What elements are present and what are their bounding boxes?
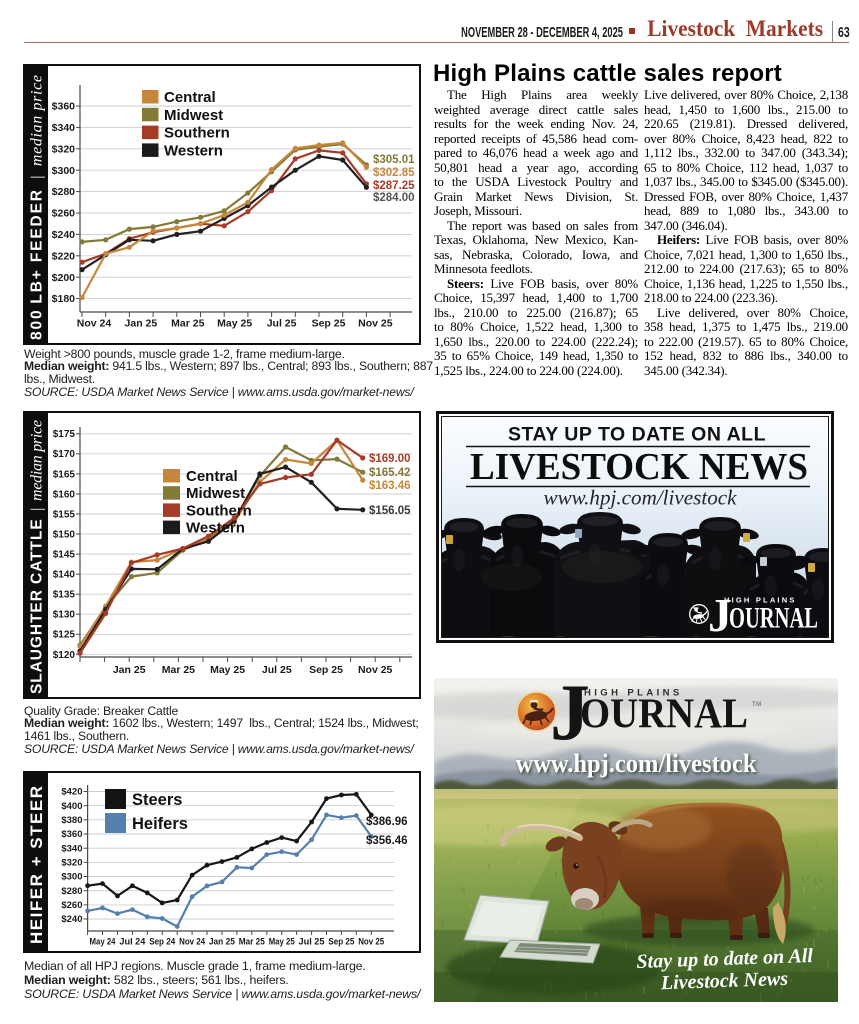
svg-text:$170: $170 [53,449,76,460]
svg-text:Sep 25: Sep 25 [312,318,346,330]
svg-text:TM: TM [752,702,762,708]
svg-text:$160: $160 [53,489,76,500]
svg-text:May 25: May 25 [269,937,296,948]
svg-text:$280: $280 [52,186,76,198]
svg-text:$287.25: $287.25 [373,180,415,192]
svg-text:$145: $145 [53,550,76,561]
svg-text:Western: Western [186,520,245,537]
svg-text:Jul 25: Jul 25 [299,937,326,948]
svg-text:HIGH PLAINS: HIGH PLAINS [584,688,683,699]
svg-text:Jul 25: Jul 25 [267,318,297,330]
svg-text:Steers: Steers [132,791,182,809]
svg-text:Jan 25: Jan 25 [125,318,158,330]
svg-text:$240: $240 [61,914,82,925]
svg-text:OURNAL: OURNAL [580,692,748,738]
svg-text:$165: $165 [53,469,76,480]
svg-text:$320: $320 [61,858,82,869]
svg-text:$165.42: $165.42 [369,467,411,479]
svg-text:$305.01: $305.01 [373,154,415,166]
svg-text:800 LB+ FEEDER | median pric: 800 LB+ FEEDER | median price [29,75,46,340]
svg-text:$386.96: $386.96 [366,816,408,828]
svg-text:OURNAL: OURNAL [729,602,818,635]
svg-text:May 24: May 24 [90,937,117,948]
svg-text:$200: $200 [52,272,76,284]
svg-text:Mar 25: Mar 25 [239,937,266,948]
svg-text:Nov 24: Nov 24 [179,937,206,948]
svg-text:$356.46: $356.46 [366,835,408,847]
svg-text:$340: $340 [52,122,76,134]
svg-text:Livestock News: Livestock News [660,968,789,994]
svg-text:Central: Central [186,468,238,485]
svg-text:HIGH PLAINS: HIGH PLAINS [724,596,797,605]
svg-text:$180: $180 [52,293,76,305]
svg-text:Mar 25: Mar 25 [162,664,195,676]
svg-text:J: J [708,590,732,639]
svg-text:Western: Western [164,142,223,159]
svg-text:STAY UP TO DATE ON ALL: STAY UP TO DATE ON ALL [508,424,766,446]
svg-text:Nov 25: Nov 25 [358,318,393,330]
svg-text:$155: $155 [53,509,76,520]
svg-text:Mar 25: Mar 25 [171,318,204,330]
svg-text:Southern: Southern [164,125,230,142]
svg-text:$220: $220 [52,250,76,262]
svg-text:$140: $140 [53,570,76,581]
svg-text:$320: $320 [52,143,76,155]
svg-text:$420: $420 [61,787,82,798]
svg-text:$163.46: $163.46 [369,480,411,492]
svg-text:LIVESTOCK NEWS: LIVESTOCK NEWS [470,446,808,488]
svg-text:May 25: May 25 [210,664,245,676]
svg-text:$300: $300 [61,872,82,883]
svg-text:$340: $340 [61,843,82,854]
svg-text:$260: $260 [52,208,76,220]
svg-text:Jul 25: Jul 25 [262,664,292,676]
svg-text:$125: $125 [53,630,76,641]
svg-text:$175: $175 [53,429,76,440]
svg-text:$150: $150 [53,530,76,541]
svg-text:$360: $360 [52,101,76,113]
svg-text:$240: $240 [52,229,76,241]
svg-text:www.hpj.com/livestock: www.hpj.com/livestock [516,749,757,778]
svg-text:SLAUGHTER CATTLE | median pr: SLAUGHTER CATTLE | median price [29,420,46,694]
svg-text:$120: $120 [53,650,76,661]
svg-text:J: J [550,678,590,757]
svg-text:Sep 24: Sep 24 [149,937,176,948]
svg-text:Nov 25: Nov 25 [358,664,393,676]
svg-text:Southern: Southern [186,502,252,519]
svg-text:Nov 25: Nov 25 [358,937,385,948]
svg-text:$302.85: $302.85 [373,167,415,179]
svg-text:$135: $135 [53,590,76,601]
svg-text:$169.00: $169.00 [369,453,411,465]
svg-text:$284.00: $284.00 [373,192,415,204]
svg-text:$380: $380 [61,815,82,826]
svg-text:Jan 25: Jan 25 [209,937,236,948]
svg-text:Nov 24: Nov 24 [77,318,112,330]
svg-text:Central: Central [164,89,216,106]
svg-text:$300: $300 [52,165,76,177]
svg-text:Heifers: Heifers [132,815,188,833]
svg-text:www.hpj.com/livestock: www.hpj.com/livestock [517,751,758,780]
svg-text:$260: $260 [61,900,82,911]
svg-text:$400: $400 [61,801,82,812]
svg-text:Midwest: Midwest [186,485,245,502]
svg-text:May 25: May 25 [217,318,252,330]
svg-text:$156.05: $156.05 [369,505,411,517]
svg-text:Sep 25: Sep 25 [328,937,355,948]
svg-text:Sep 25: Sep 25 [309,664,343,676]
svg-text:Jan 25: Jan 25 [113,664,146,676]
svg-text:$130: $130 [53,610,76,621]
svg-text:Midwest: Midwest [164,107,223,124]
svg-text:$280: $280 [61,886,82,897]
svg-text:$360: $360 [61,829,82,840]
svg-text:Jul 24: Jul 24 [119,937,146,948]
svg-text:HEIFER + STEER: HEIFER + STEER [27,784,46,944]
